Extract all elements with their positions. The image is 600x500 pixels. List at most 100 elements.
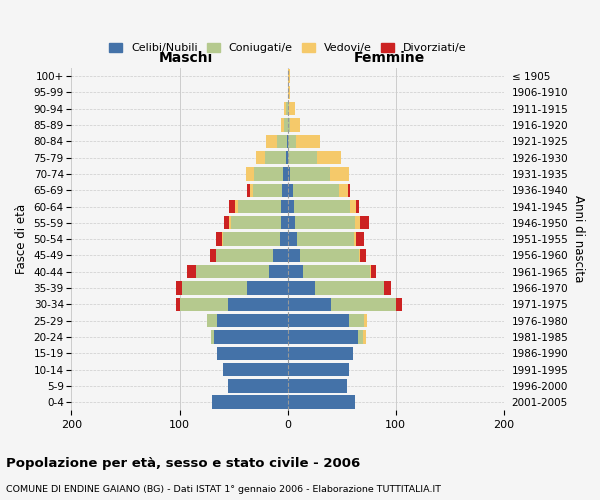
Bar (212, 396, 287, 409)
Bar (287, 134, 296, 148)
Bar (287, 396, 355, 409)
Bar (287, 184, 348, 197)
Bar (287, 167, 349, 180)
Bar (287, 102, 295, 116)
Bar (287, 118, 290, 132)
Bar (228, 379, 287, 392)
Bar (254, 167, 287, 180)
Bar (287, 282, 315, 294)
Bar (287, 200, 359, 213)
Bar (287, 314, 364, 328)
Bar (287, 184, 350, 197)
Bar (287, 330, 365, 344)
Bar (287, 70, 290, 83)
Bar (284, 102, 287, 116)
Bar (212, 396, 287, 409)
Bar (223, 363, 287, 376)
Bar (287, 265, 370, 278)
Bar (287, 118, 299, 132)
Bar (287, 200, 350, 213)
Bar (280, 232, 287, 246)
Bar (287, 265, 303, 278)
Bar (287, 346, 353, 360)
Bar (287, 379, 347, 392)
Bar (266, 134, 287, 148)
Y-axis label: Fasce di età: Fasce di età (15, 204, 28, 274)
Bar (206, 314, 287, 328)
Bar (211, 330, 287, 344)
Bar (206, 314, 287, 328)
Bar (287, 134, 320, 148)
Legend: Celibi/Nubili, Coniugati/e, Vedovi/e, Divorziati/e: Celibi/Nubili, Coniugati/e, Vedovi/e, Di… (106, 40, 470, 56)
Bar (235, 200, 287, 213)
Bar (287, 363, 349, 376)
Bar (287, 216, 369, 230)
Bar (287, 379, 347, 392)
Bar (211, 330, 287, 344)
Bar (282, 184, 287, 197)
Bar (287, 167, 349, 180)
Bar (287, 232, 298, 246)
Bar (287, 134, 320, 148)
Bar (287, 184, 338, 197)
Bar (212, 396, 287, 409)
Bar (187, 265, 287, 278)
Bar (287, 346, 353, 360)
Bar (265, 151, 287, 164)
Bar (223, 232, 287, 246)
Bar (287, 298, 396, 311)
Bar (287, 102, 289, 116)
Bar (179, 298, 287, 311)
Bar (283, 167, 287, 180)
Bar (281, 200, 287, 213)
Bar (287, 216, 360, 230)
Bar (287, 363, 349, 376)
Bar (287, 282, 384, 294)
Bar (211, 330, 287, 344)
Bar (228, 298, 287, 311)
Bar (287, 363, 349, 376)
Bar (284, 118, 287, 132)
Text: COMUNE DI ENDINE GAIANO (BG) - Dati ISTAT 1° gennaio 2006 - Elaborazione TUTTITA: COMUNE DI ENDINE GAIANO (BG) - Dati ISTA… (6, 485, 441, 494)
Bar (287, 70, 290, 83)
Bar (272, 248, 287, 262)
Bar (287, 248, 365, 262)
Text: Femmine: Femmine (354, 50, 425, 64)
Bar (287, 118, 299, 132)
Bar (287, 298, 403, 311)
Bar (287, 330, 365, 344)
Bar (253, 184, 287, 197)
Bar (182, 282, 287, 294)
Bar (287, 314, 367, 328)
Bar (269, 265, 287, 278)
Bar (287, 167, 290, 180)
Bar (287, 86, 290, 99)
Bar (287, 396, 355, 409)
Bar (287, 232, 356, 246)
Bar (217, 248, 287, 262)
Bar (287, 330, 364, 344)
Bar (287, 346, 353, 360)
Bar (287, 200, 294, 213)
Bar (256, 151, 287, 164)
Bar (287, 363, 349, 376)
Bar (287, 151, 341, 164)
Bar (287, 298, 396, 311)
Bar (232, 216, 287, 230)
Bar (287, 379, 347, 392)
Bar (228, 379, 287, 392)
Bar (281, 118, 287, 132)
Bar (287, 298, 331, 311)
Bar (228, 379, 287, 392)
Bar (176, 282, 287, 294)
Bar (217, 346, 287, 360)
Bar (287, 396, 355, 409)
Bar (217, 346, 287, 360)
Bar (247, 184, 287, 197)
Bar (287, 282, 391, 294)
Bar (287, 248, 360, 262)
Bar (247, 282, 287, 294)
Bar (238, 200, 287, 213)
Bar (287, 200, 356, 213)
Bar (281, 216, 287, 230)
